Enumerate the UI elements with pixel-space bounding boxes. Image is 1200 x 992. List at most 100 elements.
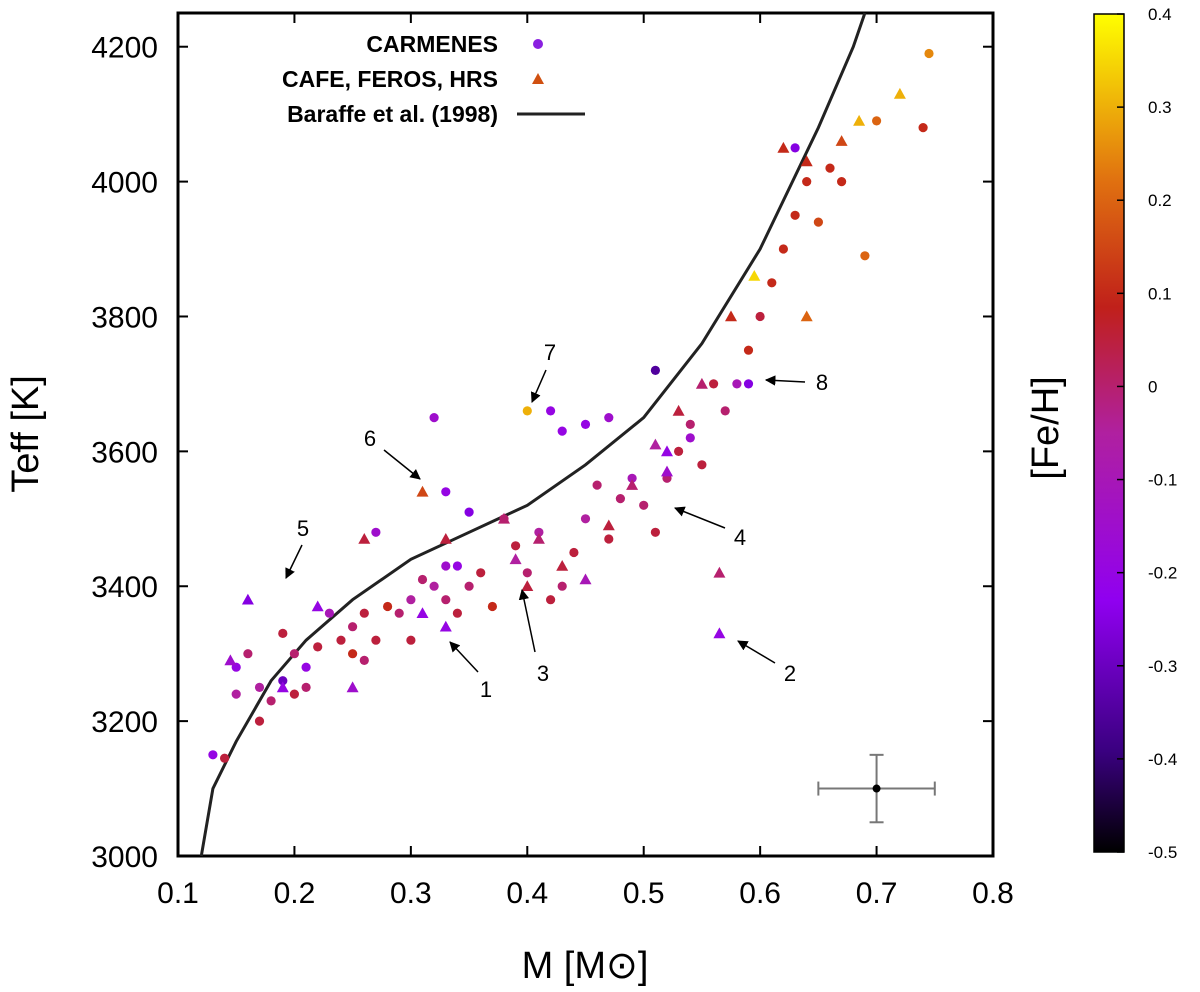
annotation-label-5: 5 <box>297 516 309 541</box>
carmenes-point <box>872 116 882 126</box>
carmenes-point <box>778 244 789 254</box>
carmenes-point <box>231 689 241 699</box>
carmenes-point <box>650 527 661 537</box>
carmenes-point <box>406 635 416 645</box>
carmenes-point <box>755 311 765 322</box>
cafe-feros-hrs-point <box>241 593 254 605</box>
cafe-feros-hrs-point <box>602 519 615 531</box>
y-tick-label: 3400 <box>91 571 158 604</box>
carmenes-point <box>918 123 928 133</box>
carmenes-point <box>301 682 311 693</box>
carmenes-point <box>557 581 567 591</box>
carmenes-point <box>476 568 486 578</box>
carmenes-point <box>371 635 381 645</box>
legend-marker-circle <box>533 39 543 49</box>
carmenes-point <box>743 345 754 355</box>
carmenes-point <box>522 406 532 416</box>
x-tick-label: 0.2 <box>274 877 316 910</box>
carmenes-point <box>417 574 428 585</box>
y-tick-label: 3200 <box>91 706 158 739</box>
x-tick-label: 0.4 <box>506 877 548 910</box>
carmenes-point <box>732 379 742 389</box>
x-axis-ticks: 0.1 0.2 0.3 0.4 0.5 0.6 0.7 0.8 <box>157 13 1014 910</box>
cafe-feros-hrs-point <box>649 438 662 450</box>
cafe-feros-hrs-point <box>579 573 592 585</box>
annotation-arrow-6 <box>383 449 421 480</box>
legend: CARMENES CAFE, FEROS, HRS Baraffe et al.… <box>282 31 585 127</box>
carmenes-point <box>615 494 626 504</box>
cafe-feros-hrs-point <box>713 566 726 578</box>
annotation-label-6: 6 <box>364 426 376 451</box>
carmenes-point <box>383 601 393 612</box>
y-axis-ticks: 3000 3200 3400 3600 3800 4000 4200 <box>91 32 993 874</box>
cafe-feros-hrs-point <box>695 377 708 389</box>
colorbar-ticks: 0.4 0.3 0.2 0.1 0 -0.1 -0.2 -0.3 -0.4 -0.5 <box>1117 5 1177 862</box>
carmenes-point <box>569 547 579 558</box>
x-tick-label: 0.3 <box>390 877 432 910</box>
carmenes-point <box>487 601 497 612</box>
carmenes-point <box>627 473 637 483</box>
carmenes-point <box>743 379 754 389</box>
cafe-feros-hrs-point <box>224 654 237 666</box>
carmenes-point <box>452 561 462 571</box>
annotation-arrow-3 <box>518 588 536 653</box>
carmenes-point <box>720 406 730 416</box>
carmenes-point <box>534 527 544 537</box>
plot-frame <box>176 11 995 858</box>
carmenes-point <box>359 655 369 666</box>
cafe-feros-hrs-point <box>311 600 324 612</box>
carmenes-point <box>709 379 719 389</box>
colorbar-tick-label: -0.5 <box>1148 843 1177 862</box>
x-tick-label: 0.6 <box>739 877 781 910</box>
carmenes-point <box>278 628 288 639</box>
colorbar-tick-label: 0.2 <box>1148 191 1172 210</box>
carmenes-point <box>825 163 835 173</box>
carmenes-point <box>685 433 695 443</box>
colorbar-tick-label: 0.4 <box>1148 5 1172 24</box>
colorbar-tick-label: -0.4 <box>1148 750 1177 769</box>
cafe-feros-hrs-point <box>556 560 569 571</box>
cafe-feros-hrs-point <box>835 135 848 146</box>
error-bar <box>817 753 936 824</box>
carmenes-point <box>557 426 567 436</box>
carmenes-point <box>441 561 451 571</box>
x-axis-title: M [M⊙] <box>522 945 649 987</box>
annotation-arrow-2 <box>737 640 776 664</box>
colorbar <box>1093 13 1125 853</box>
carmenes-point <box>348 649 358 659</box>
annotation-arrow-1 <box>449 641 479 673</box>
colorbar-tick-label: -0.1 <box>1148 471 1177 490</box>
carmenes-point <box>604 413 614 423</box>
carmenes-point <box>837 177 847 187</box>
annotation-label-4: 4 <box>734 525 746 550</box>
carmenes-point <box>452 608 462 618</box>
cafe-feros-hrs-point <box>521 580 534 591</box>
carmenes-point <box>301 662 311 672</box>
colorbar-tick-label: -0.3 <box>1148 657 1177 676</box>
carmenes-point <box>464 581 474 591</box>
carmenes-point <box>289 649 299 659</box>
carmenes-point <box>313 642 323 652</box>
carmenes-point <box>592 480 602 490</box>
annotation-label-8: 8 <box>816 370 828 395</box>
cafe-feros-hrs-point <box>532 533 545 544</box>
carmenes-point <box>860 251 870 261</box>
cafe-feros-hrs-point <box>439 533 452 544</box>
carmenes-point <box>790 210 800 220</box>
annotation-arrow-4 <box>674 506 726 529</box>
annotation-label-3: 3 <box>537 661 549 686</box>
y-axis-title: Teff [K] <box>5 375 47 493</box>
carmenes-point <box>406 595 416 605</box>
carmenes-point <box>278 676 288 686</box>
cafe-feros-hrs-point <box>439 620 452 632</box>
carmenes-point <box>639 500 649 510</box>
y-tick-label: 4000 <box>91 167 158 200</box>
cafe-feros-hrs-point <box>853 114 866 126</box>
colorbar-tick-label: 0 <box>1148 377 1157 396</box>
carmenes-point <box>604 534 614 544</box>
carmenes-point <box>394 608 404 618</box>
carmenes-point <box>924 48 934 59</box>
x-tick-label: 0.5 <box>623 877 665 910</box>
